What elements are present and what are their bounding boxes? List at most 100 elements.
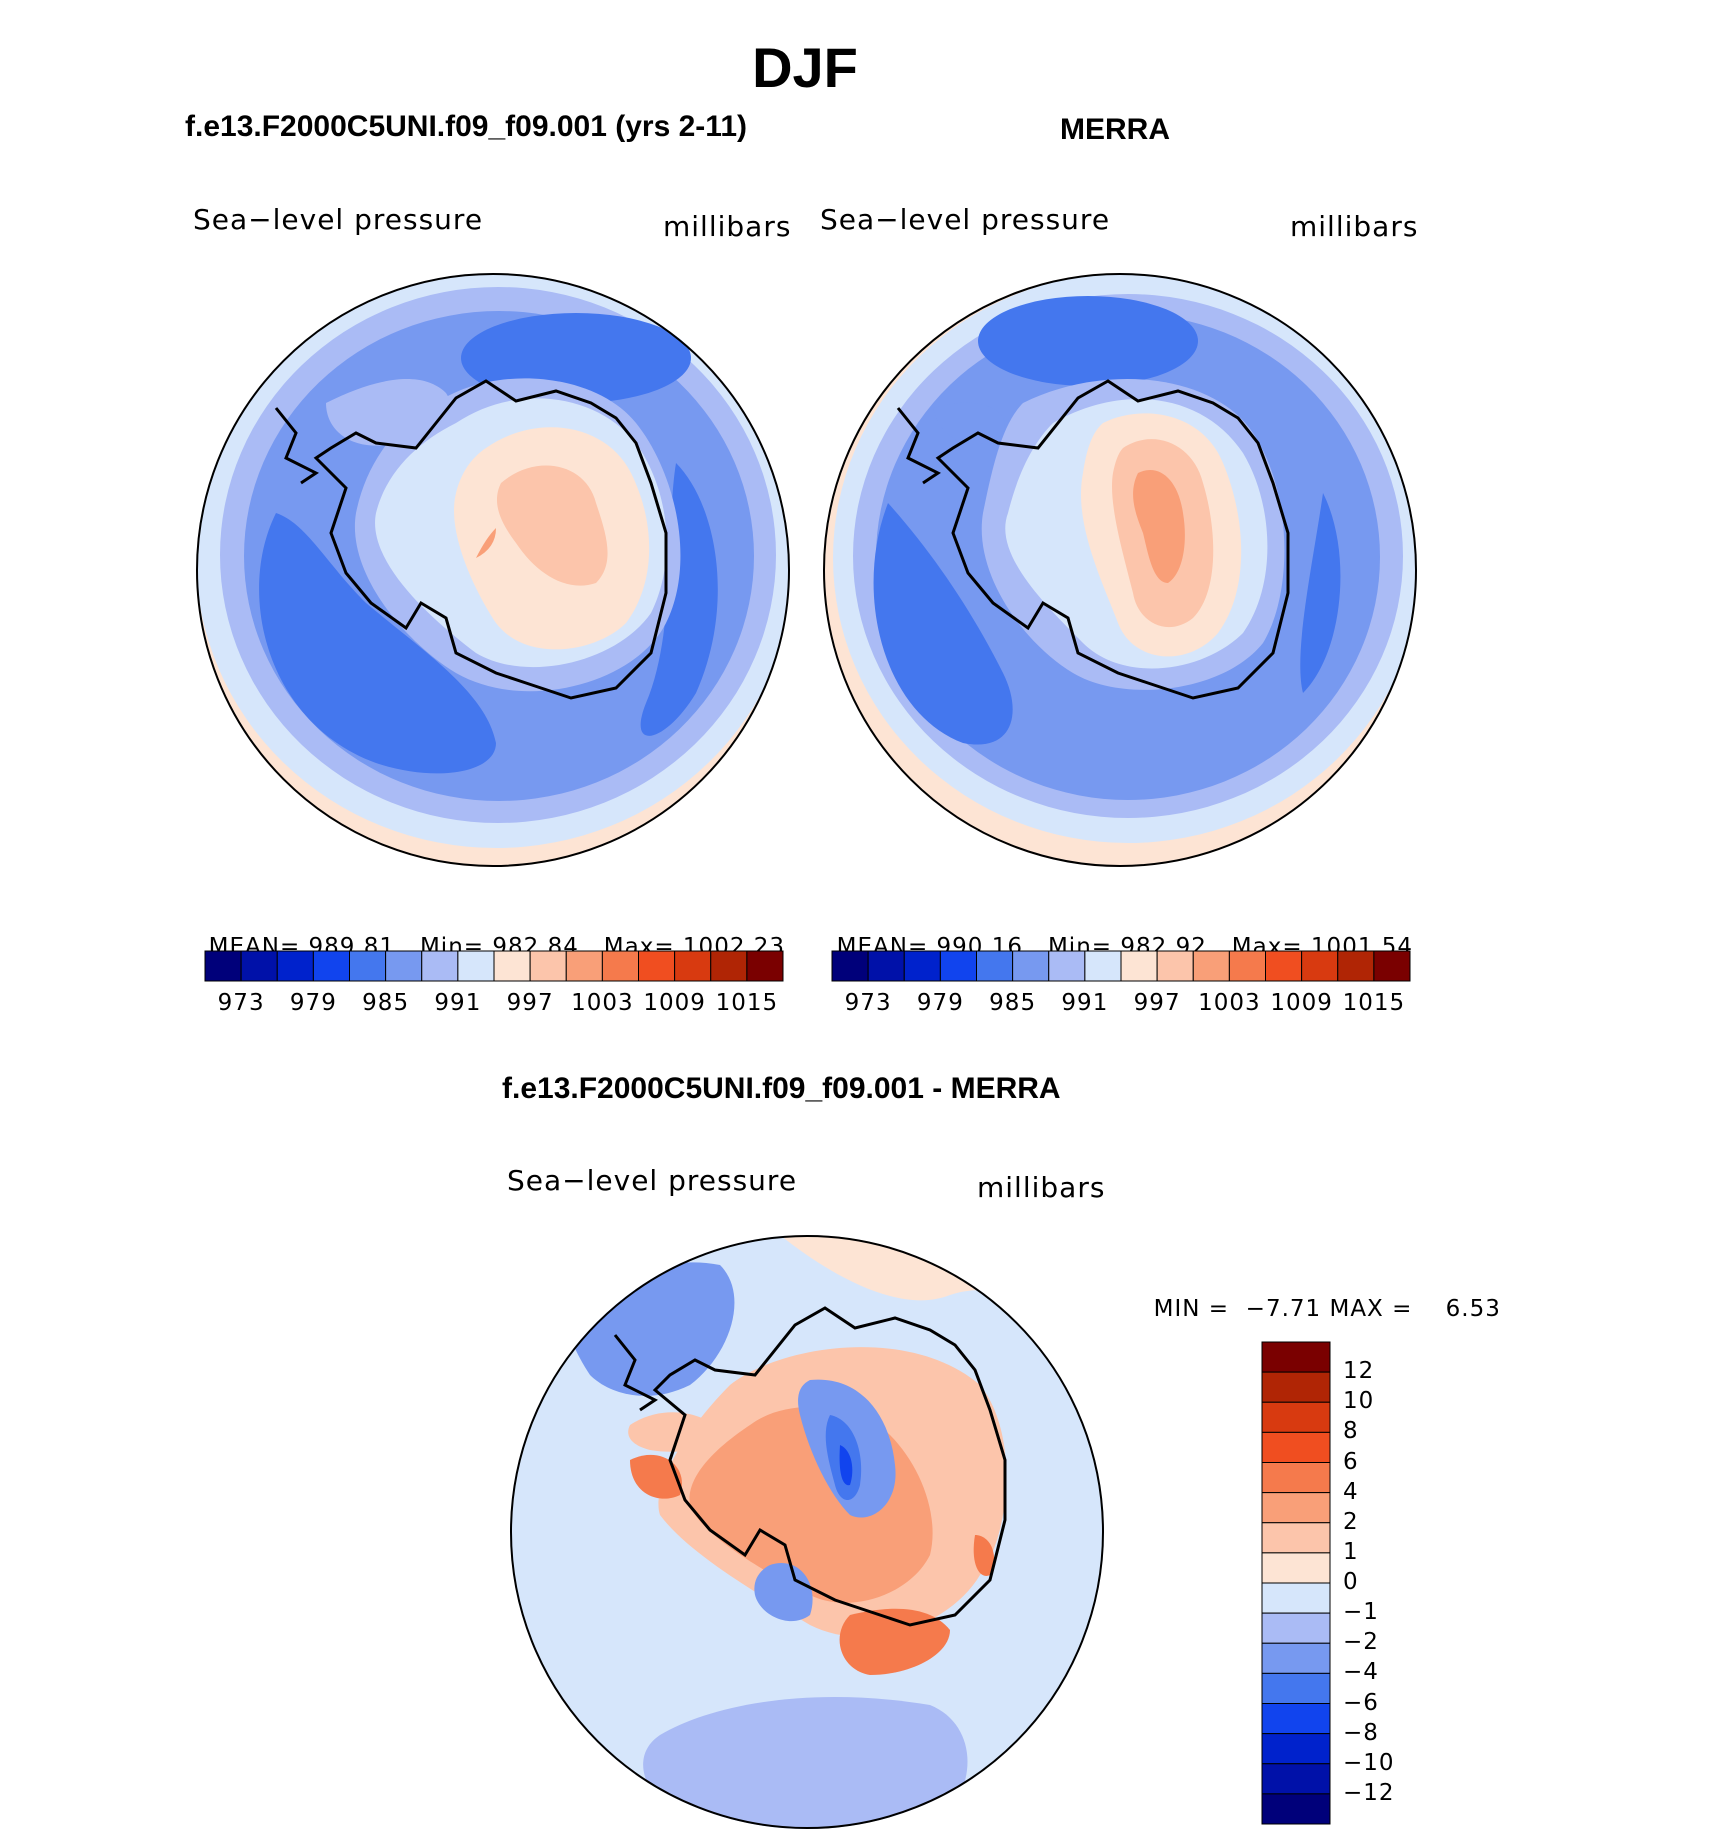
colorbar-tick-label: 1003 xyxy=(1198,990,1261,1016)
colorbar-swatch xyxy=(1261,1582,1331,1614)
colorbar-swatch xyxy=(1156,950,1194,982)
left-colorbar xyxy=(204,950,784,982)
colorbar-swatch xyxy=(565,950,603,982)
right-case-title: MERRA xyxy=(1060,113,1170,146)
colorbar-swatch xyxy=(1261,1733,1331,1765)
colorbar-tick-label: 973 xyxy=(844,990,892,1016)
right-variable-label: Sea−level pressure xyxy=(820,203,1111,236)
colorbar-tick-label: 2 xyxy=(1343,1508,1359,1535)
colorbar-tick-label: 991 xyxy=(434,990,482,1016)
colorbar-swatch xyxy=(976,950,1014,982)
colorbar-swatch xyxy=(1265,950,1303,982)
colorbar-tick-label: 0 xyxy=(1343,1569,1359,1595)
colorbar-swatch xyxy=(1373,950,1411,982)
colorbar-tick-label: 979 xyxy=(916,990,964,1016)
colorbar-tick-label: 1 xyxy=(1343,1538,1359,1565)
colorbar-swatch xyxy=(240,950,278,982)
diff-min-value: −7.71 xyxy=(1245,1296,1322,1322)
diff-minmax: MIN = −7.71 MAX = 6.53 xyxy=(1137,1270,1501,1322)
diff-colorbar xyxy=(1261,1341,1331,1825)
left-polar-map xyxy=(196,273,790,867)
colorbar-swatch xyxy=(746,950,784,982)
diff-colorbar-labels: 12 10 8 6 4 2 1 0 −1 −2 −4 −6 −8 −10 −12 xyxy=(1343,1342,1423,1824)
colorbar-tick-label: 1015 xyxy=(715,990,779,1016)
colorbar-tick-label: 979 xyxy=(289,990,337,1016)
colorbar-swatch xyxy=(493,950,531,982)
colorbar-tick-label: 973 xyxy=(217,990,265,1016)
colorbar-tick-label: −8 xyxy=(1343,1719,1379,1746)
colorbar-swatch xyxy=(385,950,423,982)
diff-case-title: f.e13.F2000C5UNI.f09_f09.001 - MERRA xyxy=(502,1072,1061,1105)
diff-variable-label: Sea−level pressure xyxy=(507,1164,798,1197)
colorbar-tick-label: 997 xyxy=(506,990,554,1016)
right-units-label: millibars xyxy=(1290,210,1419,243)
colorbar-swatch xyxy=(1261,1703,1331,1735)
colorbar-swatch xyxy=(710,950,748,982)
colorbar-swatch xyxy=(1261,1462,1331,1494)
diff-max-value: 6.53 xyxy=(1445,1296,1501,1322)
colorbar-swatch xyxy=(1228,950,1266,982)
colorbar-swatch xyxy=(1261,1672,1331,1704)
colorbar-swatch xyxy=(529,950,567,982)
colorbar-tick-label: 985 xyxy=(989,990,1037,1016)
colorbar-tick-label: −12 xyxy=(1343,1779,1395,1806)
colorbar-swatch xyxy=(1261,1431,1331,1463)
colorbar-swatch xyxy=(1261,1371,1331,1403)
right-colorbar-labels: 973 979 985 991 997 1003 1009 1015 xyxy=(832,990,1410,1020)
colorbar-tick-label: 1003 xyxy=(571,990,634,1016)
colorbar-swatch xyxy=(1301,950,1339,982)
colorbar-tick-label: 1015 xyxy=(1342,990,1406,1016)
colorbar-tick-label: 6 xyxy=(1343,1448,1359,1475)
left-units-label: millibars xyxy=(663,210,792,243)
colorbar-swatch xyxy=(421,950,459,982)
colorbar-tick-label: 985 xyxy=(362,990,410,1016)
colorbar-swatch xyxy=(1261,1401,1331,1433)
colorbar-swatch xyxy=(939,950,977,982)
colorbar-swatch xyxy=(457,950,495,982)
colorbar-tick-label: 1009 xyxy=(643,990,706,1016)
colorbar-swatch xyxy=(1261,1612,1331,1644)
colorbar-tick-label: 12 xyxy=(1343,1358,1375,1385)
colorbar-swatch xyxy=(1261,1763,1331,1795)
right-polar-map xyxy=(823,273,1417,867)
colorbar-tick-label: 10 xyxy=(1343,1388,1375,1415)
left-colorbar-labels: 973 979 985 991 997 1003 1009 1015 xyxy=(205,990,783,1020)
colorbar-tick-label: −4 xyxy=(1343,1659,1379,1686)
colorbar-swatch xyxy=(1337,950,1375,982)
colorbar-swatch xyxy=(1261,1642,1331,1674)
diff-units-label: millibars xyxy=(977,1171,1106,1204)
diff-polar-map xyxy=(510,1235,1104,1829)
colorbar-swatch xyxy=(1084,950,1122,982)
colorbar-swatch xyxy=(1012,950,1050,982)
colorbar-swatch xyxy=(1261,1793,1331,1825)
colorbar-tick-label: −10 xyxy=(1343,1749,1395,1776)
figure-title: DJF xyxy=(752,36,858,99)
colorbar-swatch xyxy=(312,950,350,982)
left-case-title: f.e13.F2000C5UNI.f09_f09.001 (yrs 2-11) xyxy=(185,110,748,143)
colorbar-tick-label: −1 xyxy=(1343,1599,1379,1626)
colorbar-swatch xyxy=(1048,950,1086,982)
colorbar-swatch xyxy=(1261,1552,1331,1584)
colorbar-swatch xyxy=(276,950,314,982)
colorbar-swatch xyxy=(1261,1522,1331,1554)
colorbar-swatch xyxy=(903,950,941,982)
diff-min-label: MIN = xyxy=(1153,1296,1230,1322)
colorbar-swatch xyxy=(204,950,242,982)
colorbar-swatch xyxy=(674,950,712,982)
colorbar-tick-label: 4 xyxy=(1343,1478,1359,1505)
colorbar-tick-label: 1009 xyxy=(1270,990,1333,1016)
colorbar-swatch xyxy=(1192,950,1230,982)
colorbar-swatch xyxy=(1261,1492,1331,1524)
colorbar-tick-label: 991 xyxy=(1061,990,1109,1016)
colorbar-swatch xyxy=(601,950,639,982)
colorbar-tick-label: −6 xyxy=(1343,1689,1379,1716)
colorbar-tick-label: 8 xyxy=(1343,1418,1359,1445)
colorbar-swatch xyxy=(638,950,676,982)
colorbar-tick-label: −2 xyxy=(1343,1629,1379,1656)
colorbar-swatch xyxy=(349,950,387,982)
right-colorbar xyxy=(831,950,1411,982)
diff-max-label: MAX = xyxy=(1329,1296,1413,1322)
left-variable-label: Sea−level pressure xyxy=(193,203,484,236)
colorbar-tick-label: 997 xyxy=(1133,990,1181,1016)
colorbar-swatch xyxy=(867,950,905,982)
